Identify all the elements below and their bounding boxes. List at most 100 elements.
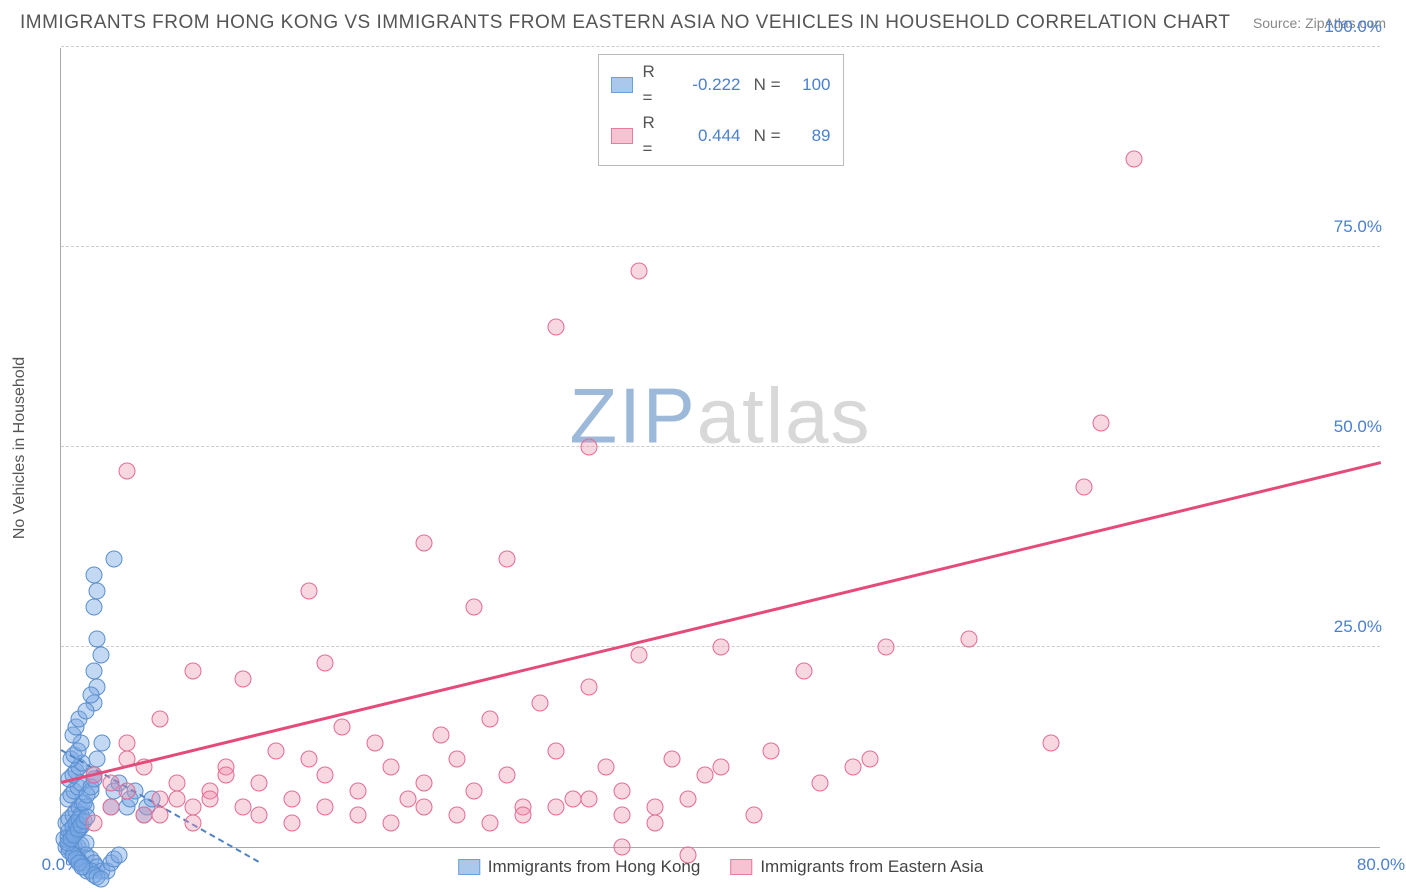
scatter-point: [185, 799, 202, 816]
chart-container: No Vehicles in Household ZIPatlas R =-0.…: [48, 48, 1388, 848]
r-label: R =: [643, 59, 669, 110]
scatter-point: [284, 791, 301, 808]
scatter-point: [581, 679, 598, 696]
scatter-point: [333, 719, 350, 736]
scatter-point: [564, 791, 581, 808]
scatter-point: [548, 743, 565, 760]
series-legend-item: Immigrants from Hong Kong: [458, 857, 701, 877]
scatter-point: [77, 703, 94, 720]
scatter-point: [317, 799, 334, 816]
scatter-point: [135, 807, 152, 824]
scatter-point: [416, 799, 433, 816]
scatter-point: [86, 663, 103, 680]
scatter-point: [581, 791, 598, 808]
scatter-point: [1092, 415, 1109, 432]
y-axis-label: No Vehicles in Household: [11, 357, 29, 539]
scatter-point: [251, 775, 268, 792]
scatter-point: [531, 695, 548, 712]
r-value: -0.222: [679, 72, 741, 98]
chart-title: IMMIGRANTS FROM HONG KONG VS IMMIGRANTS …: [20, 12, 1231, 34]
scatter-point: [614, 839, 631, 856]
scatter-point: [102, 775, 119, 792]
scatter-point: [92, 647, 109, 664]
scatter-point: [86, 567, 103, 584]
scatter-point: [234, 799, 251, 816]
scatter-point: [366, 735, 383, 752]
scatter-point: [152, 807, 169, 824]
scatter-point: [284, 815, 301, 832]
legend-swatch: [730, 859, 752, 875]
n-label: N =: [751, 123, 781, 149]
correlation-legend-row: R =0.444N =89: [611, 110, 831, 161]
scatter-point: [89, 631, 106, 648]
scatter-point: [416, 775, 433, 792]
scatter-point: [102, 799, 119, 816]
scatter-point: [465, 783, 482, 800]
scatter-point: [614, 783, 631, 800]
scatter-point: [581, 439, 598, 456]
series-legend-item: Immigrants from Eastern Asia: [730, 857, 983, 877]
y-tick-label: 75.0%: [1334, 217, 1382, 237]
correlation-legend: R =-0.222N =100R =0.444N =89: [598, 54, 844, 166]
scatter-point: [416, 535, 433, 552]
scatter-point: [86, 599, 103, 616]
chart-header: IMMIGRANTS FROM HONG KONG VS IMMIGRANTS …: [0, 0, 1406, 42]
grid-line: [61, 46, 1380, 47]
scatter-point: [168, 791, 185, 808]
scatter-point: [647, 799, 664, 816]
scatter-point: [498, 767, 515, 784]
scatter-point: [597, 759, 614, 776]
scatter-point: [812, 775, 829, 792]
scatter-point: [300, 583, 317, 600]
scatter-point: [119, 783, 136, 800]
grid-line: [61, 246, 1380, 247]
scatter-point: [696, 767, 713, 784]
scatter-point: [86, 815, 103, 832]
scatter-point: [399, 791, 416, 808]
scatter-point: [680, 847, 697, 864]
scatter-point: [960, 631, 977, 648]
n-label: N =: [751, 72, 781, 98]
scatter-point: [201, 791, 218, 808]
scatter-point: [317, 655, 334, 672]
y-tick-label: 100.0%: [1324, 17, 1382, 37]
scatter-point: [110, 847, 127, 864]
x-tick-label: 80.0%: [1357, 855, 1405, 875]
scatter-point: [647, 815, 664, 832]
scatter-point: [680, 791, 697, 808]
legend-swatch: [458, 859, 480, 875]
correlation-legend-row: R =-0.222N =100: [611, 59, 831, 110]
scatter-point: [498, 551, 515, 568]
n-value: 89: [791, 123, 831, 149]
scatter-point: [185, 663, 202, 680]
scatter-point: [845, 759, 862, 776]
scatter-point: [74, 859, 91, 876]
scatter-point: [614, 807, 631, 824]
scatter-point: [878, 639, 895, 656]
scatter-point: [152, 711, 169, 728]
scatter-point: [762, 743, 779, 760]
series-legend: Immigrants from Hong Kong Immigrants from…: [458, 857, 984, 877]
scatter-point: [251, 807, 268, 824]
scatter-point: [746, 807, 763, 824]
scatter-point: [89, 751, 106, 768]
scatter-point: [1076, 479, 1093, 496]
scatter-point: [482, 815, 499, 832]
scatter-point: [713, 759, 730, 776]
scatter-point: [861, 751, 878, 768]
scatter-point: [383, 815, 400, 832]
scatter-point: [515, 807, 532, 824]
scatter-point: [548, 319, 565, 336]
scatter-point: [105, 551, 122, 568]
legend-label: Immigrants from Eastern Asia: [760, 857, 983, 877]
grid-line: [61, 446, 1380, 447]
scatter-point: [234, 671, 251, 688]
scatter-point: [482, 711, 499, 728]
scatter-point: [383, 759, 400, 776]
scatter-point: [1125, 151, 1142, 168]
scatter-point: [713, 639, 730, 656]
watermark: ZIPatlas: [569, 370, 871, 461]
scatter-point: [218, 767, 235, 784]
trend-line: [61, 461, 1382, 783]
scatter-point: [795, 663, 812, 680]
